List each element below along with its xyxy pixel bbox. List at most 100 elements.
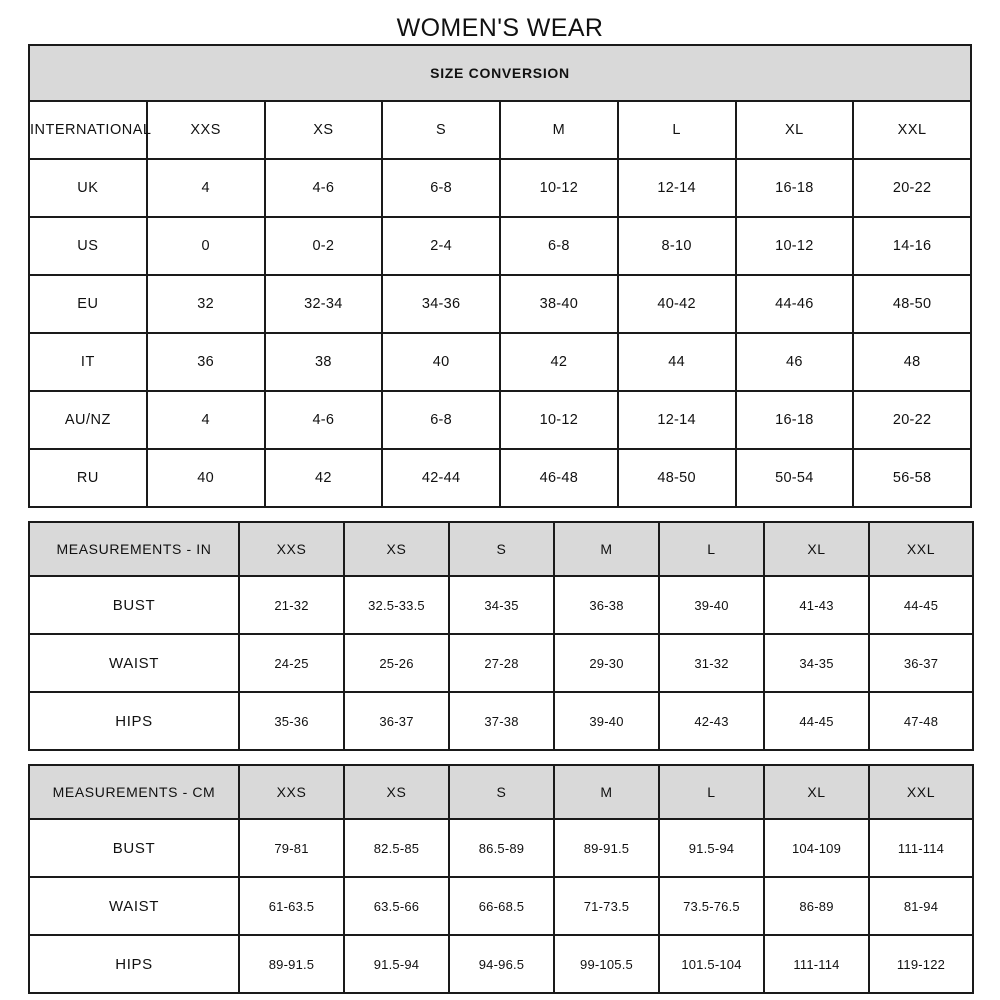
row-label: BUST [28, 575, 240, 635]
cell-value: 25-26 [343, 633, 450, 693]
cell-value: 34-36 [381, 274, 501, 334]
cell-value: 14-16 [852, 216, 972, 276]
cell-value: 119-122 [868, 934, 974, 994]
cell-value: 42 [499, 332, 619, 392]
cell-value: 4-6 [263, 158, 384, 218]
column-header-xs: XS [343, 521, 450, 577]
cell-value: 31-32 [658, 633, 765, 693]
column-header-s: S [448, 521, 555, 577]
column-header-l: L [658, 764, 765, 820]
column-header-xl: XL [763, 521, 870, 577]
cell-value: 46 [734, 332, 855, 392]
column-header-m: M [499, 100, 619, 160]
cell-value: 36-37 [343, 691, 450, 751]
column-header-xxs: XXS [238, 764, 345, 820]
table-row: UK 4 4-6 6-8 10-12 12-14 16-18 20-22 [28, 158, 972, 218]
column-header-l: L [658, 521, 765, 577]
cell-value: 111-114 [763, 934, 870, 994]
column-header-xxl: XXL [852, 100, 972, 160]
cell-value: 37-38 [448, 691, 555, 751]
page-title: WOMEN'S WEAR [396, 14, 604, 42]
cell-value: 89-91.5 [553, 818, 660, 878]
cell-value: 94-96.5 [448, 934, 555, 994]
cell-value: 44-45 [763, 691, 870, 751]
table-row: BUST 79-81 82.5-85 86.5-89 89-91.5 91.5-… [28, 818, 974, 878]
table-row: HIPS 35-36 36-37 37-38 39-40 42-43 44-45… [28, 691, 974, 751]
cell-value: 40 [145, 448, 266, 508]
cell-value: 47-48 [868, 691, 974, 751]
size-conversion-table: SIZE CONVERSION INTERNATIONAL XXS XS S M… [28, 44, 972, 508]
cell-value: 38-40 [499, 274, 619, 334]
row-label: WAIST [28, 876, 240, 936]
table-row: HIPS 89-91.5 91.5-94 94-96.5 99-105.5 10… [28, 934, 974, 994]
measurements-cm-table: MEASUREMENTS - CM XXS XS S M L XL XXL BU… [28, 764, 974, 994]
cell-value: 71-73.5 [553, 876, 660, 936]
row-label: EU [28, 274, 148, 334]
cell-value: 32-34 [263, 274, 384, 334]
column-header-s: S [448, 764, 555, 820]
column-header-measurements-in: MEASUREMENTS - IN [28, 521, 240, 577]
cell-value: 35-36 [238, 691, 345, 751]
cell-value: 56-58 [852, 448, 972, 508]
cell-value: 86.5-89 [448, 818, 555, 878]
cell-value: 4 [145, 390, 266, 450]
column-header-xxl: XXL [868, 764, 974, 820]
cell-value: 99-105.5 [553, 934, 660, 994]
table-row: US 0 0-2 2-4 6-8 8-10 10-12 14-16 [28, 216, 972, 276]
cell-value: 36 [145, 332, 266, 392]
size-conversion-banner: SIZE CONVERSION [28, 44, 972, 102]
cell-value: 39-40 [658, 575, 765, 635]
cell-value: 48-50 [852, 274, 972, 334]
cell-value: 10-12 [499, 390, 619, 450]
cell-value: 4 [145, 158, 266, 218]
cell-value: 48-50 [616, 448, 737, 508]
table-header-row: MEASUREMENTS - CM XXS XS S M L XL XXL [28, 764, 974, 820]
cell-value: 34-35 [763, 633, 870, 693]
cell-value: 21-32 [238, 575, 345, 635]
cell-value: 12-14 [616, 158, 737, 218]
row-label: HIPS [28, 691, 240, 751]
cell-value: 61-63.5 [238, 876, 345, 936]
cell-value: 20-22 [852, 158, 972, 218]
cell-value: 73.5-76.5 [658, 876, 765, 936]
table-row: WAIST 61-63.5 63.5-66 66-68.5 71-73.5 73… [28, 876, 974, 936]
cell-value: 89-91.5 [238, 934, 345, 994]
row-label: AU/NZ [28, 390, 148, 450]
cell-value: 10-12 [734, 216, 855, 276]
column-header-s: S [381, 100, 501, 160]
cell-value: 44-46 [734, 274, 855, 334]
cell-value: 42-43 [658, 691, 765, 751]
cell-value: 101.5-104 [658, 934, 765, 994]
table-banner-row: SIZE CONVERSION [28, 44, 972, 102]
cell-value: 12-14 [616, 390, 737, 450]
cell-value: 32 [145, 274, 266, 334]
cell-value: 48 [852, 332, 972, 392]
cell-value: 29-30 [553, 633, 660, 693]
cell-value: 36-38 [553, 575, 660, 635]
cell-value: 66-68.5 [448, 876, 555, 936]
column-header-measurements-cm: MEASUREMENTS - CM [28, 764, 240, 820]
row-label: RU [28, 448, 148, 508]
column-header-m: M [553, 521, 660, 577]
cell-value: 79-81 [238, 818, 345, 878]
column-header-xxs: XXS [238, 521, 345, 577]
cell-value: 50-54 [734, 448, 855, 508]
tables-container: SIZE CONVERSION INTERNATIONAL XXS XS S M… [0, 44, 1000, 994]
cell-value: 44-45 [868, 575, 974, 635]
cell-value: 2-4 [381, 216, 501, 276]
cell-value: 111-114 [868, 818, 974, 878]
row-label: WAIST [28, 633, 240, 693]
cell-value: 82.5-85 [343, 818, 450, 878]
column-header-m: M [553, 764, 660, 820]
table-row: IT 36 38 40 42 44 46 48 [28, 332, 972, 392]
cell-value: 6-8 [499, 216, 619, 276]
column-header-xl: XL [763, 764, 870, 820]
cell-value: 10-12 [499, 158, 619, 218]
table-row: WAIST 24-25 25-26 27-28 29-30 31-32 34-3… [28, 633, 974, 693]
row-label: UK [28, 158, 148, 218]
measurements-inches-table: MEASUREMENTS - IN XXS XS S M L XL XXL BU… [28, 521, 974, 751]
cell-value: 63.5-66 [343, 876, 450, 936]
cell-value: 40-42 [616, 274, 737, 334]
cell-value: 46-48 [499, 448, 619, 508]
